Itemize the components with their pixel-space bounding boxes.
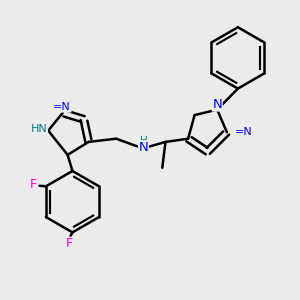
Text: =N: =N — [53, 102, 71, 112]
Text: N: N — [139, 141, 148, 154]
Text: N: N — [212, 98, 222, 111]
Text: H: H — [140, 136, 147, 146]
Text: =N: =N — [235, 127, 253, 137]
Text: HN: HN — [31, 124, 48, 134]
Text: F: F — [66, 237, 73, 250]
Text: F: F — [30, 178, 37, 191]
